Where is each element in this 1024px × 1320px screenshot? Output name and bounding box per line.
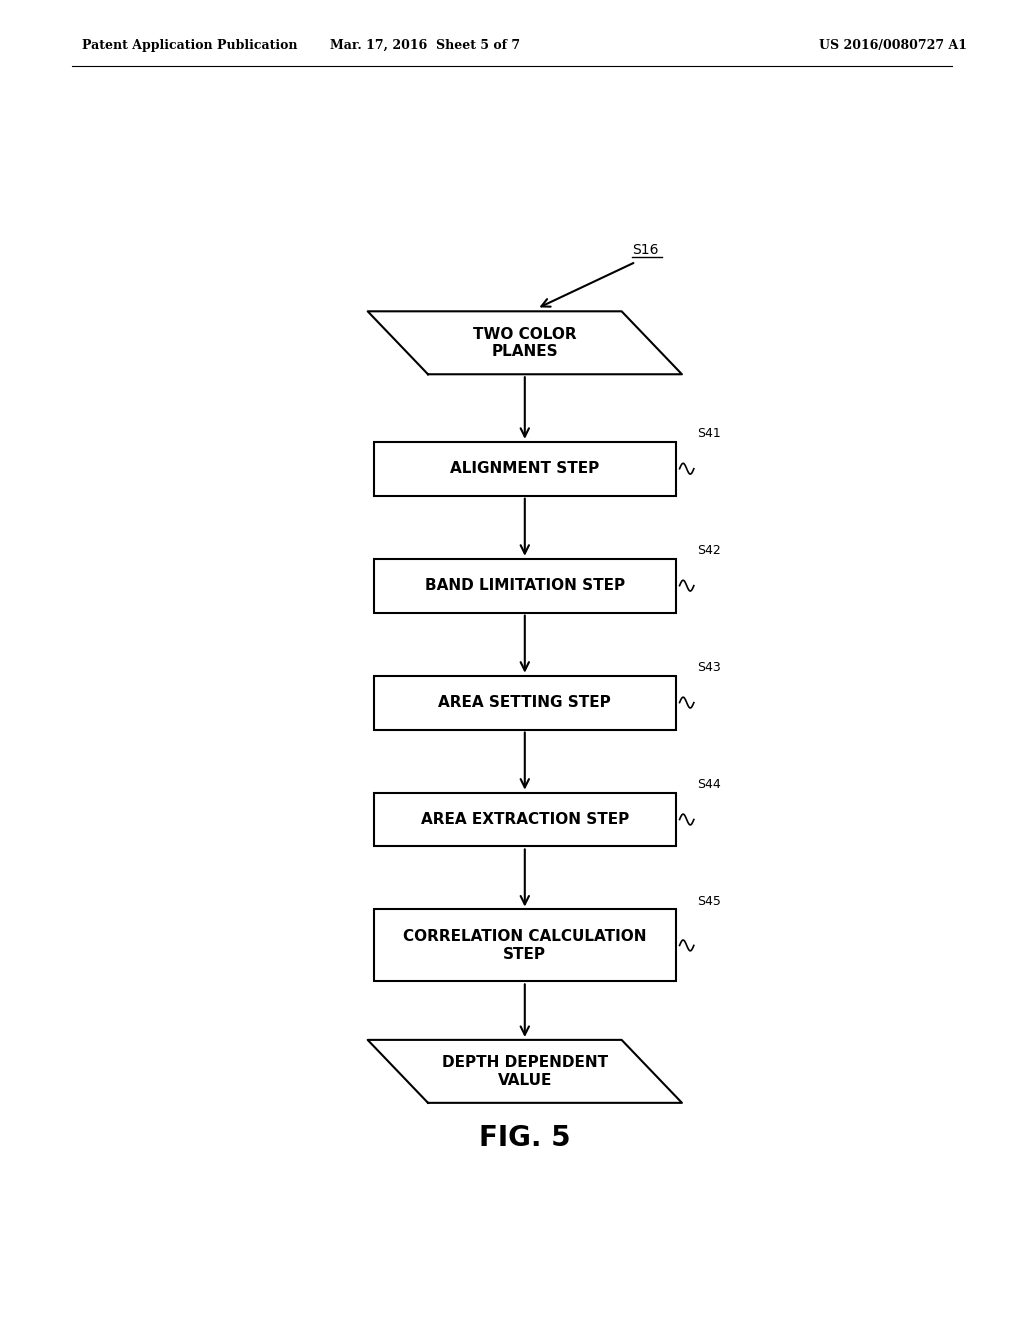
Text: S41: S41 [697, 426, 721, 440]
Text: Mar. 17, 2016  Sheet 5 of 7: Mar. 17, 2016 Sheet 5 of 7 [330, 38, 520, 51]
Text: FIG. 5: FIG. 5 [479, 1125, 570, 1152]
Text: S45: S45 [697, 895, 721, 908]
Bar [374, 909, 676, 981]
Text: S16: S16 [632, 243, 658, 257]
Text: TWO COLOR
PLANES: TWO COLOR PLANES [473, 326, 577, 359]
Text: S43: S43 [697, 661, 721, 673]
Bar [374, 558, 676, 612]
Text: US 2016/0080727 A1: US 2016/0080727 A1 [819, 38, 968, 51]
Polygon shape [368, 312, 682, 375]
Bar [374, 792, 676, 846]
Text: ALIGNMENT STEP: ALIGNMENT STEP [451, 461, 599, 477]
Text: S44: S44 [697, 777, 721, 791]
Text: CORRELATION CALCULATION
STEP: CORRELATION CALCULATION STEP [403, 929, 646, 962]
Text: DEPTH DEPENDENT
VALUE: DEPTH DEPENDENT VALUE [441, 1055, 608, 1088]
Text: S42: S42 [697, 544, 721, 557]
Polygon shape [368, 1040, 682, 1102]
Bar [374, 442, 676, 496]
Text: AREA EXTRACTION STEP: AREA EXTRACTION STEP [421, 812, 629, 828]
Bar [374, 676, 676, 730]
Text: BAND LIMITATION STEP: BAND LIMITATION STEP [425, 578, 625, 593]
Text: AREA SETTING STEP: AREA SETTING STEP [438, 696, 611, 710]
Text: Patent Application Publication: Patent Application Publication [82, 38, 297, 51]
